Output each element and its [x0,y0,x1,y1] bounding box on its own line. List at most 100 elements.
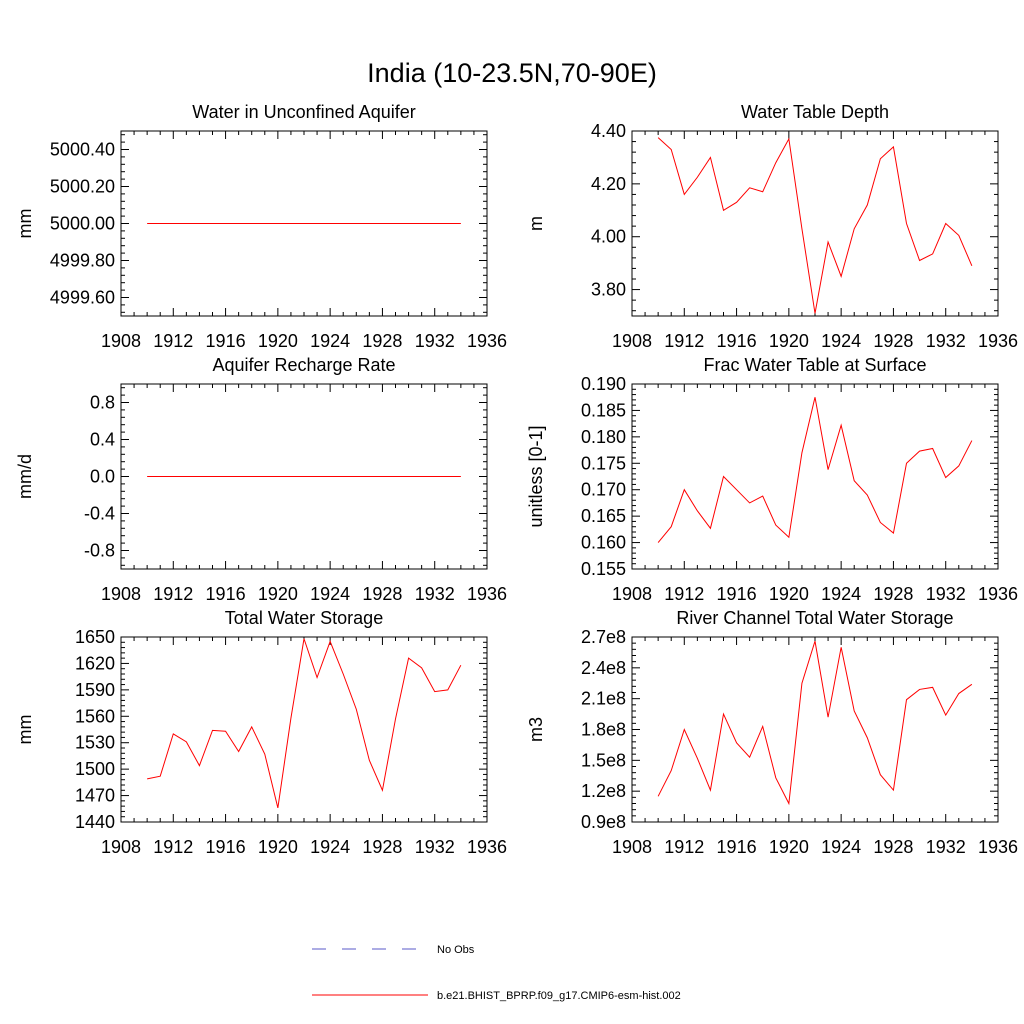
x-tick-label: 1912 [664,331,704,351]
y-tick-label: 0.170 [581,480,626,500]
y-tick-label: 1620 [75,653,115,673]
y-tick-label: 1500 [75,759,115,779]
x-tick-label: 1932 [926,331,966,351]
x-tick-label: 1920 [258,331,298,351]
chart-panel: Total Water Storage mm 1908 1912 1916 1920 192… [15,608,507,857]
y-tick-label: 2.1e8 [581,689,626,709]
x-tick-label: 1920 [258,584,298,604]
x-tick-label: 1916 [206,584,246,604]
y-tick-label: 0.4 [90,430,115,450]
y-tick-label: 1650 [75,627,115,647]
y-tick-label: 1470 [75,786,115,806]
chart-panel: River Channel Total Water Storage m3 1908 1… [526,608,1018,857]
y-axis-label: mm [15,209,35,239]
x-tick-label: 1916 [206,331,246,351]
y-tick-label: 0.9e8 [581,812,626,832]
x-tick-label: 1932 [415,331,455,351]
x-tick-label: 1936 [467,837,507,857]
x-tick-label: 1932 [926,584,966,604]
chart-panel: Water in Unconfined Aquifer mm 1908 1912 191… [15,102,507,351]
y-tick-label: 1440 [75,812,115,832]
series-line [147,638,462,809]
chart-title: River Channel Total Water Storage [676,608,953,628]
y-tick-label: 1.5e8 [581,750,626,770]
chart-panel: Aquifer Recharge Rate mm/d 1908 1912 1916 192… [15,355,507,604]
y-tick-label: 0.180 [581,427,626,447]
chart-panel: Water Table Depth m 1908 1912 1916 1920 1924 19… [526,102,1018,351]
x-tick-label: 1936 [978,837,1018,857]
series-line [657,137,973,314]
x-tick-label: 1920 [769,584,809,604]
y-axis-label: mm/d [15,454,35,499]
x-tick-label: 1920 [769,837,809,857]
legend-obs-label: No Obs [437,944,475,956]
x-tick-label: 1920 [258,837,298,857]
chart-title: Total Water Storage [225,608,383,628]
y-tick-label: 0.165 [581,506,626,526]
y-tick-label: 5000.40 [50,140,115,160]
x-tick-label: 1936 [978,584,1018,604]
y-tick-label: 0.185 [581,400,626,420]
x-tick-label: 1936 [467,584,507,604]
x-tick-label: 1916 [206,837,246,857]
x-tick-label: 1908 [101,584,141,604]
chart-title: Aquifer Recharge Rate [212,355,395,375]
y-axis-label: m [526,216,546,231]
x-tick-label: 1924 [821,837,861,857]
y-tick-label: 1560 [75,706,115,726]
x-tick-label: 1924 [821,584,861,604]
y-tick-label: 2.4e8 [581,658,626,678]
x-tick-label: 1932 [926,837,966,857]
x-tick-label: 1932 [415,584,455,604]
chart-panel: Frac Water Table at Surface unitless [0-1… [526,355,1018,604]
y-tick-label: 4.20 [591,174,626,194]
y-tick-label: 4999.60 [50,288,115,308]
x-tick-label: 1908 [101,331,141,351]
figure-title: India (10-23.5N,70-90E) [367,58,657,88]
x-tick-label: 1916 [717,331,757,351]
x-tick-label: 1928 [873,584,913,604]
y-tick-label: 4.00 [591,227,626,247]
y-tick-label: 0.190 [581,374,626,394]
y-tick-label: 1.2e8 [581,781,626,801]
y-tick-label: 0.175 [581,453,626,473]
y-axis-label: m3 [526,717,546,742]
x-tick-label: 1908 [612,584,652,604]
series-line [657,640,973,806]
x-tick-label: 1936 [978,331,1018,351]
legend-model-label: b.e21.BHIST_BPRP.f09_g17.CMIP6-esm-hist.… [437,990,681,1002]
y-tick-label: 1530 [75,733,115,753]
y-tick-label: 3.80 [591,280,626,300]
x-tick-label: 1916 [717,584,757,604]
x-tick-label: 1912 [153,331,193,351]
x-tick-label: 1908 [612,331,652,351]
series-line [657,397,973,543]
y-tick-label: 0.155 [581,559,626,579]
y-tick-label: 4.40 [591,121,626,141]
y-tick-label: -0.4 [84,504,115,524]
x-tick-label: 1916 [717,837,757,857]
x-tick-label: 1928 [362,331,402,351]
x-tick-label: 1932 [415,837,455,857]
y-axis-label: mm [15,715,35,745]
x-tick-label: 1924 [310,837,350,857]
y-tick-label: 0.160 [581,533,626,553]
y-tick-label: 5000.20 [50,177,115,197]
x-tick-label: 1936 [467,331,507,351]
x-tick-label: 1928 [873,331,913,351]
y-tick-label: -0.8 [84,541,115,561]
legend: No Obs b.e21.BHIST_BPRP.f09_g17.CMIP6-es… [312,944,681,1002]
y-tick-label: 4999.80 [50,251,115,271]
y-tick-label: 5000.00 [50,214,115,234]
x-tick-label: 1912 [153,584,193,604]
x-tick-label: 1920 [769,331,809,351]
chart-title: Frac Water Table at Surface [703,355,926,375]
x-tick-label: 1912 [664,837,704,857]
y-axis-label: unitless [0-1] [526,425,546,527]
x-tick-label: 1924 [310,584,350,604]
y-tick-label: 0.0 [90,467,115,487]
x-tick-label: 1912 [664,584,704,604]
chart-title: Water in Unconfined Aquifer [192,102,415,122]
